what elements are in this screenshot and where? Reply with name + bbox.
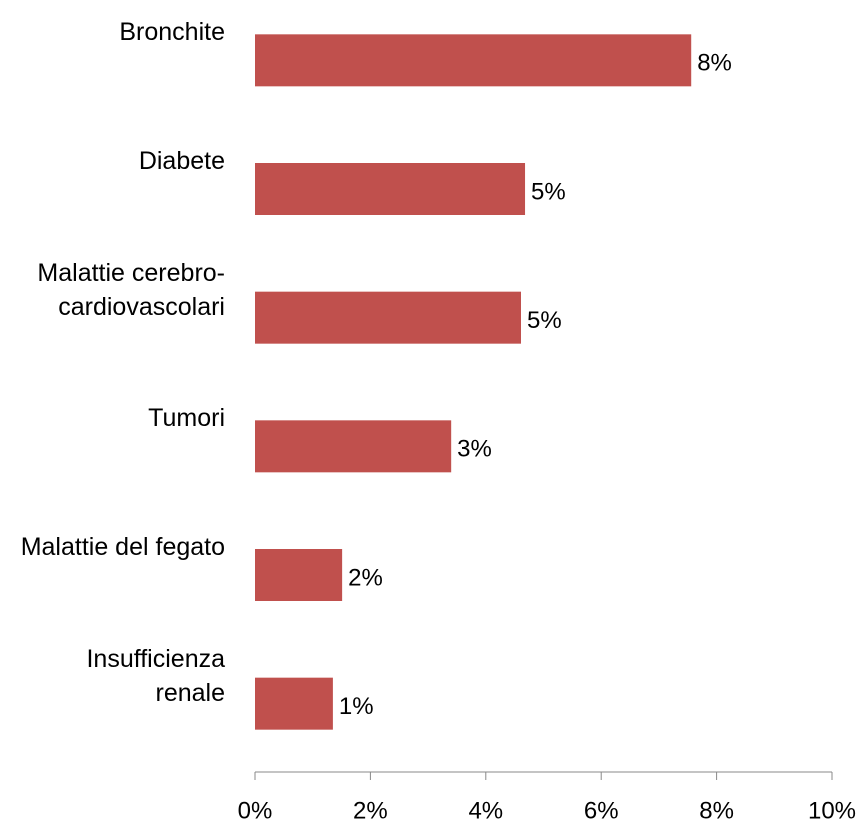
bar [255, 163, 526, 215]
x-tick-label: 0% [238, 797, 273, 824]
x-tick-label: 8% [699, 797, 734, 824]
x-tick-label: 4% [468, 797, 503, 824]
value-label: 3% [457, 436, 492, 463]
x-tick-label: 6% [584, 797, 619, 824]
value-label: 5% [531, 178, 566, 205]
category-label: Tumori [148, 404, 225, 433]
x-tick-label: 10% [808, 797, 856, 824]
category-label: Insufficienza renale [86, 644, 225, 707]
bar [255, 34, 692, 87]
x-tick-label: 2% [353, 797, 388, 824]
category-label: Malattie cerebro-cardiovascolari [37, 258, 225, 321]
bar [255, 291, 521, 344]
value-label: 1% [339, 693, 374, 720]
bar [255, 420, 452, 473]
category-label: Diabete [138, 147, 225, 175]
value-label: 5% [527, 307, 562, 334]
value-label: 2% [348, 564, 383, 591]
bar [255, 677, 333, 730]
category-label: Bronchite [119, 18, 225, 47]
category-label: Malattie del fegato [20, 533, 225, 561]
value-label: 8% [697, 50, 732, 77]
bar [255, 549, 343, 601]
